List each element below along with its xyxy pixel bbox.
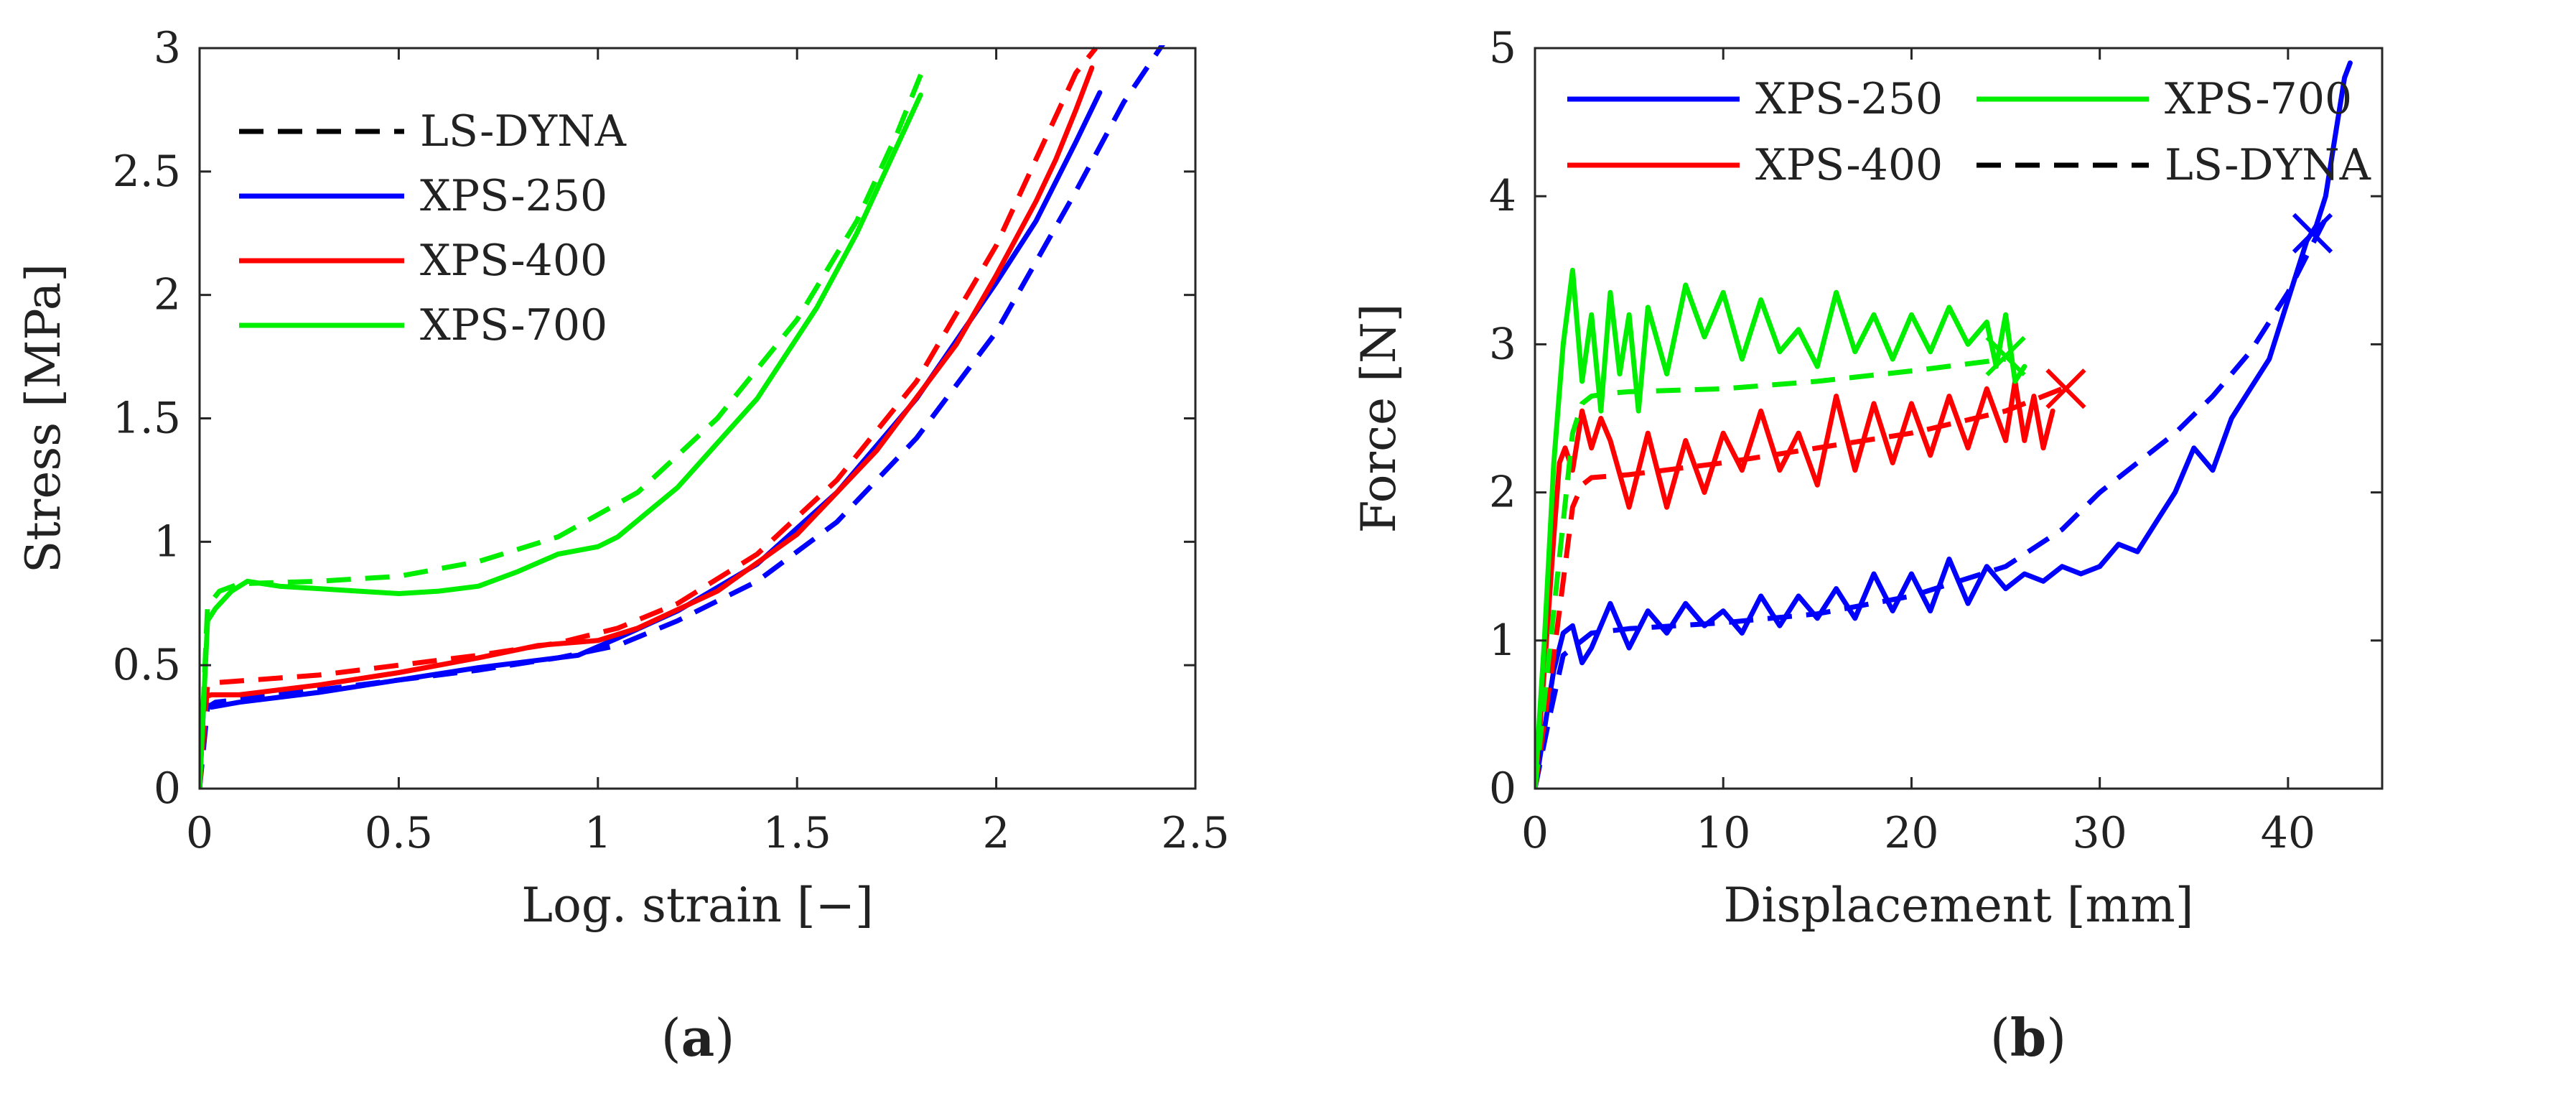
panel-b-y-tick-label: 1 (1489, 616, 1516, 666)
panel-a-x-tick-label: 2 (983, 808, 1010, 858)
panel-a-series-ls-dyna-xps-700 (200, 64, 927, 789)
panel-a-y-axis-label: Stress [MPa] (16, 264, 71, 573)
panel-a-series-xps-700 (200, 92, 923, 789)
panel-b-legend-label-xps-250: XPS-250 (1755, 74, 1943, 124)
panel-a-series-ls-dyna-xps-250 (200, 45, 1165, 789)
panel-a-y-tick-label: 1 (154, 516, 181, 567)
panel-b-axes-box (1534, 47, 2384, 790)
panel-b-x-tick-label: 30 (2072, 808, 2127, 858)
panel-b-y-tick-label: 3 (1489, 319, 1516, 369)
panel-a-y-tick-label: 1.5 (113, 394, 181, 444)
panel-a-y-tick-label: 3 (154, 23, 181, 73)
panel-a-y-tick-label: 2.5 (113, 147, 181, 197)
panel-a-axes-box (198, 47, 1197, 790)
panel-b-end-marker-xps-400 (2045, 368, 2086, 409)
panel-b-y-tick-label: 2 (1489, 468, 1516, 518)
panel-a-legend-label-xps-250: XPS-250 (420, 171, 607, 221)
panel-a-x-tick-label: 1 (584, 808, 612, 858)
panel-b-legend-label-xps-400: XPS-400 (1755, 140, 1943, 190)
panel-b-y-tick-label: 5 (1489, 23, 1516, 73)
panel-a-legend-label-xps-700: XPS-700 (420, 300, 607, 350)
panel-b-end-marker-xps-700 (1985, 335, 2026, 377)
panel-b-legend-label-ls-dyna: LS-DYNA (2165, 140, 2371, 190)
panel-a-series-ls-dyna-xps-400 (200, 46, 1098, 789)
panel-b-series-ls-dyna-xps-250 (1535, 217, 2328, 789)
panel-a-y-tick-label: 0.5 (113, 640, 181, 690)
panel-a-x-axis-label: Log. strain [−] (521, 878, 873, 933)
panel-b-y-tick-label: 0 (1489, 763, 1516, 814)
panel-b-x-tick-label: 40 (2261, 808, 2315, 858)
panel-b-series-ls-dyna-xps-400 (1535, 386, 2063, 789)
panel-b-series-xps-700 (1535, 267, 2027, 789)
panel-a-legend-label-xps-400: XPS-400 (420, 236, 607, 286)
panel-b-x-tick-label: 0 (1521, 808, 1549, 858)
panel-b-label: (b) (1990, 1007, 2067, 1068)
panel-b-y-axis-label: Force [N] (1351, 304, 1406, 534)
panel-a-y-tick-label: 0 (154, 763, 181, 814)
panel-a-label: (a) (661, 1007, 735, 1068)
panel-b-y-tick-label: 4 (1489, 171, 1516, 221)
panel-b-end-marker-xps-250 (2292, 213, 2333, 254)
panel-a-series-xps-400 (200, 65, 1095, 789)
panel-b-series-xps-400 (1535, 379, 2055, 789)
panel-a-legend-label-ls-dyna: LS-DYNA (420, 106, 627, 157)
panel-a-x-tick-label: 2.5 (1161, 808, 1229, 858)
panel-a-x-tick-label: 0 (186, 808, 213, 858)
panel-a-x-tick-label: 1.5 (762, 808, 831, 858)
panel-b-x-axis-label: Displacement [mm] (1724, 878, 2194, 933)
panel-b-legend-label-xps-700: XPS-700 (2165, 74, 2352, 124)
panel-b-x-tick-label: 20 (1884, 808, 1938, 858)
panel-a-y-tick-label: 2 (154, 270, 181, 320)
panel-b-x-tick-label: 10 (1696, 808, 1750, 858)
panel-a-x-tick-label: 0.5 (365, 808, 433, 858)
